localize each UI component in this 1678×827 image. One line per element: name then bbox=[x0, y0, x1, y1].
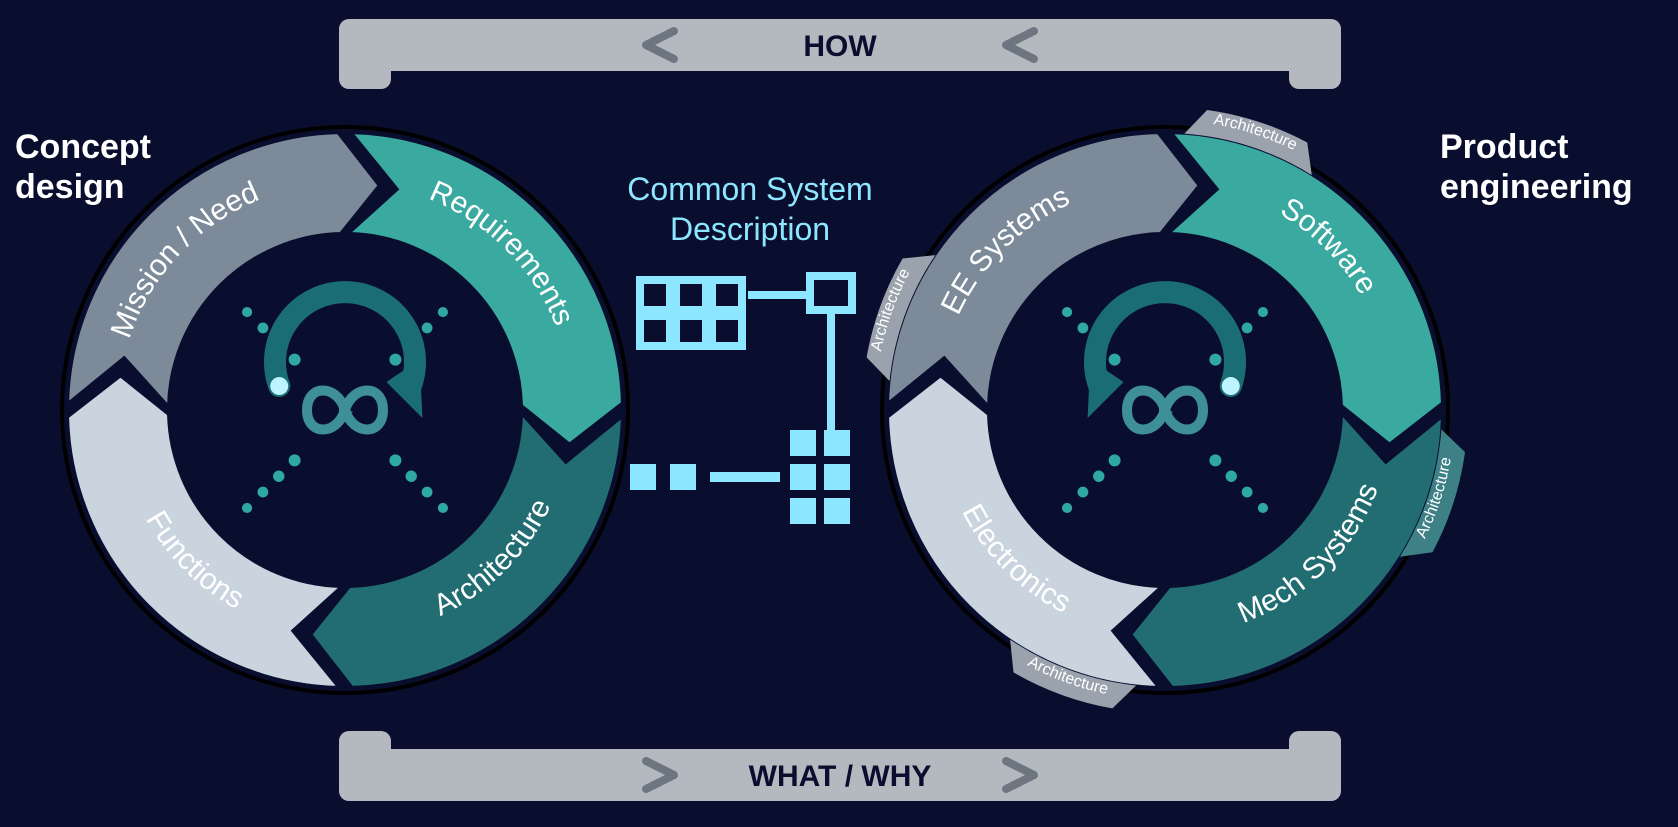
hub-dot bbox=[1078, 487, 1089, 498]
hub-dot bbox=[242, 307, 252, 317]
hub-dot bbox=[1258, 503, 1268, 513]
hub-dot bbox=[1242, 487, 1253, 498]
side-title: Concept bbox=[15, 128, 151, 166]
hub-dot bbox=[1093, 471, 1104, 482]
hub-dot bbox=[389, 454, 401, 466]
band-knee bbox=[339, 731, 391, 801]
hub-dot bbox=[438, 307, 448, 317]
hub-dot bbox=[389, 354, 401, 366]
hub-dot bbox=[1062, 503, 1072, 513]
hub-dot bbox=[1109, 354, 1121, 366]
hub-dot bbox=[1109, 454, 1121, 466]
hub-dot bbox=[273, 471, 284, 482]
band-knee bbox=[1289, 19, 1341, 89]
side-title: design bbox=[15, 168, 125, 206]
hub-dot bbox=[289, 454, 301, 466]
hub-dot bbox=[258, 487, 269, 498]
diagram-root: HOWWHAT / WHYMission / NeedsRequirements… bbox=[0, 0, 1678, 827]
side-title: engineering bbox=[1440, 168, 1633, 206]
band-label: HOW bbox=[803, 30, 877, 63]
hub-dot bbox=[1209, 354, 1221, 366]
hub-dot bbox=[422, 487, 433, 498]
hub-dot bbox=[406, 471, 417, 482]
side-title: Product bbox=[1440, 128, 1568, 166]
hub-dot bbox=[1242, 323, 1253, 334]
hub-dot bbox=[1078, 323, 1089, 334]
hub-dot bbox=[1258, 307, 1268, 317]
hub-dot bbox=[1209, 454, 1221, 466]
hub-dot bbox=[1226, 471, 1237, 482]
center-title-l1: Common System bbox=[627, 171, 872, 207]
band-knee bbox=[339, 19, 391, 89]
center-title-l2: Description bbox=[670, 211, 830, 247]
hub-dot bbox=[289, 354, 301, 366]
hub-dot bbox=[242, 503, 252, 513]
hub-dot bbox=[258, 323, 269, 334]
band-knee bbox=[1289, 731, 1341, 801]
hub-dot bbox=[1062, 307, 1072, 317]
hub-start-dot bbox=[1222, 377, 1240, 395]
hub-dot bbox=[438, 503, 448, 513]
hub-start-dot bbox=[270, 377, 288, 395]
band-label: WHAT / WHY bbox=[749, 760, 932, 793]
hub-dot bbox=[422, 323, 433, 334]
